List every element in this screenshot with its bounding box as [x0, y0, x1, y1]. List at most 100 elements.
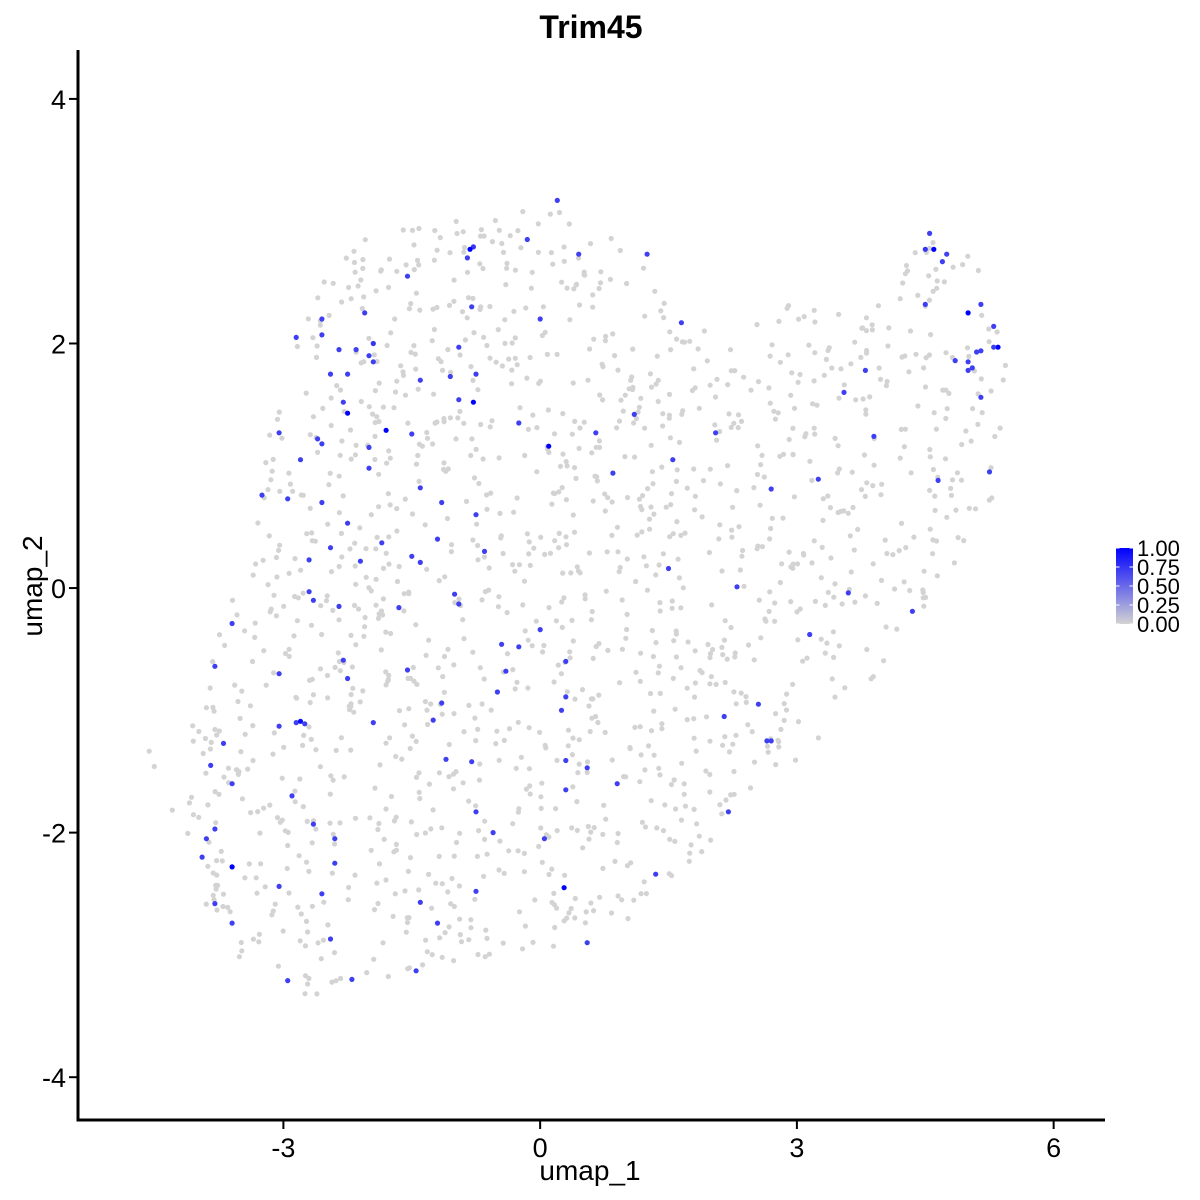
background-cell-point — [934, 285, 940, 291]
background-cell-point — [403, 262, 409, 268]
background-cell-point — [661, 315, 667, 321]
background-cell-point — [680, 585, 686, 591]
background-cell-point — [205, 863, 211, 869]
background-cell-point — [246, 861, 252, 867]
background-cell-point — [320, 405, 326, 411]
background-cell-point — [588, 900, 594, 906]
background-cell-point — [424, 566, 430, 572]
background-cell-point — [362, 237, 368, 243]
background-cell-point — [366, 585, 372, 591]
background-cell-point — [537, 378, 544, 384]
background-cell-point — [627, 746, 633, 752]
background-cell-point — [534, 469, 540, 475]
background-cell-point — [277, 819, 283, 825]
background-cell-point — [848, 361, 854, 367]
background-cell-point — [691, 366, 697, 372]
background-cell-point — [393, 753, 399, 760]
background-cell-point — [294, 618, 300, 624]
background-cell-point — [445, 347, 451, 353]
background-cell-point — [540, 304, 547, 310]
background-cell-point — [326, 312, 332, 318]
expressing-cell-point — [995, 344, 1001, 350]
background-cell-point — [728, 624, 734, 631]
background-cell-point — [317, 322, 323, 328]
background-cell-point — [927, 454, 933, 460]
background-cell-point — [569, 431, 575, 437]
background-cell-point — [313, 747, 319, 753]
background-cell-point — [660, 423, 666, 429]
expressing-cell-point — [490, 830, 496, 836]
background-cell-point — [332, 664, 338, 671]
background-cell-point — [964, 345, 971, 351]
background-cell-point — [220, 903, 226, 910]
expressing-cell-point — [931, 246, 937, 252]
expressing-cell-point — [563, 658, 569, 665]
background-cell-point — [358, 398, 364, 405]
expressing-cell-point — [470, 399, 476, 405]
background-cell-point — [897, 296, 903, 302]
background-cell-point — [572, 418, 578, 424]
background-cell-point — [434, 247, 440, 253]
background-cell-point — [351, 259, 358, 266]
background-cell-point — [500, 940, 506, 946]
background-cell-point — [450, 786, 457, 792]
background-cell-point — [614, 839, 620, 846]
background-cell-point — [352, 269, 358, 275]
background-cell-point — [460, 229, 466, 235]
background-cell-point — [870, 674, 876, 680]
background-cell-point — [746, 642, 752, 648]
background-cell-point — [146, 748, 152, 754]
background-cell-point — [245, 766, 251, 772]
background-cell-point — [875, 303, 882, 309]
background-cell-point — [886, 325, 892, 331]
background-cell-point — [655, 670, 661, 676]
background-cell-point — [640, 265, 647, 271]
background-cell-point — [648, 728, 655, 734]
background-cell-point — [282, 828, 288, 834]
expressing-cell-point — [768, 486, 774, 492]
background-cell-point — [784, 691, 790, 697]
background-cell-point — [207, 746, 213, 752]
background-cell-point — [943, 350, 949, 356]
background-cell-point — [270, 751, 276, 757]
background-cell-point — [556, 545, 562, 551]
background-cell-point — [496, 227, 502, 233]
expressing-cell-point — [841, 389, 847, 395]
background-cell-point — [449, 875, 455, 882]
expressing-cell-point — [499, 641, 505, 647]
background-cell-point — [387, 455, 393, 461]
background-cell-point — [681, 781, 687, 787]
expressing-cell-point — [467, 246, 473, 252]
background-cell-point — [563, 459, 569, 465]
background-cell-point — [455, 415, 461, 421]
background-cell-point — [650, 653, 657, 660]
background-cell-point — [329, 870, 335, 876]
background-cell-point — [992, 433, 998, 440]
expressing-cell-point — [409, 553, 415, 559]
background-cell-point — [327, 791, 333, 797]
background-cell-point — [721, 637, 728, 643]
background-cell-point — [472, 896, 478, 902]
background-cell-point — [469, 436, 475, 442]
background-cell-point — [552, 538, 558, 544]
background-cell-point — [574, 564, 580, 570]
background-cell-point — [966, 353, 972, 359]
background-cell-point — [376, 471, 382, 477]
background-cell-point — [512, 568, 518, 574]
background-cell-point — [477, 761, 483, 767]
background-cell-point — [559, 599, 565, 605]
background-cell-point — [416, 262, 422, 268]
background-cell-point — [286, 470, 292, 476]
expressing-cell-point — [229, 864, 235, 870]
background-cell-point — [757, 502, 763, 508]
background-cell-point — [512, 686, 518, 692]
background-cell-point — [795, 379, 801, 385]
background-cell-point — [847, 533, 853, 539]
colorbar-ticks: 0.000.250.500.751.00 — [1116, 536, 1180, 637]
background-cell-point — [812, 431, 818, 437]
background-cell-point — [734, 488, 740, 494]
background-cell-point — [328, 395, 334, 401]
expressing-cell-point — [293, 720, 299, 726]
background-cell-point — [446, 924, 452, 930]
background-cell-point — [303, 918, 310, 925]
